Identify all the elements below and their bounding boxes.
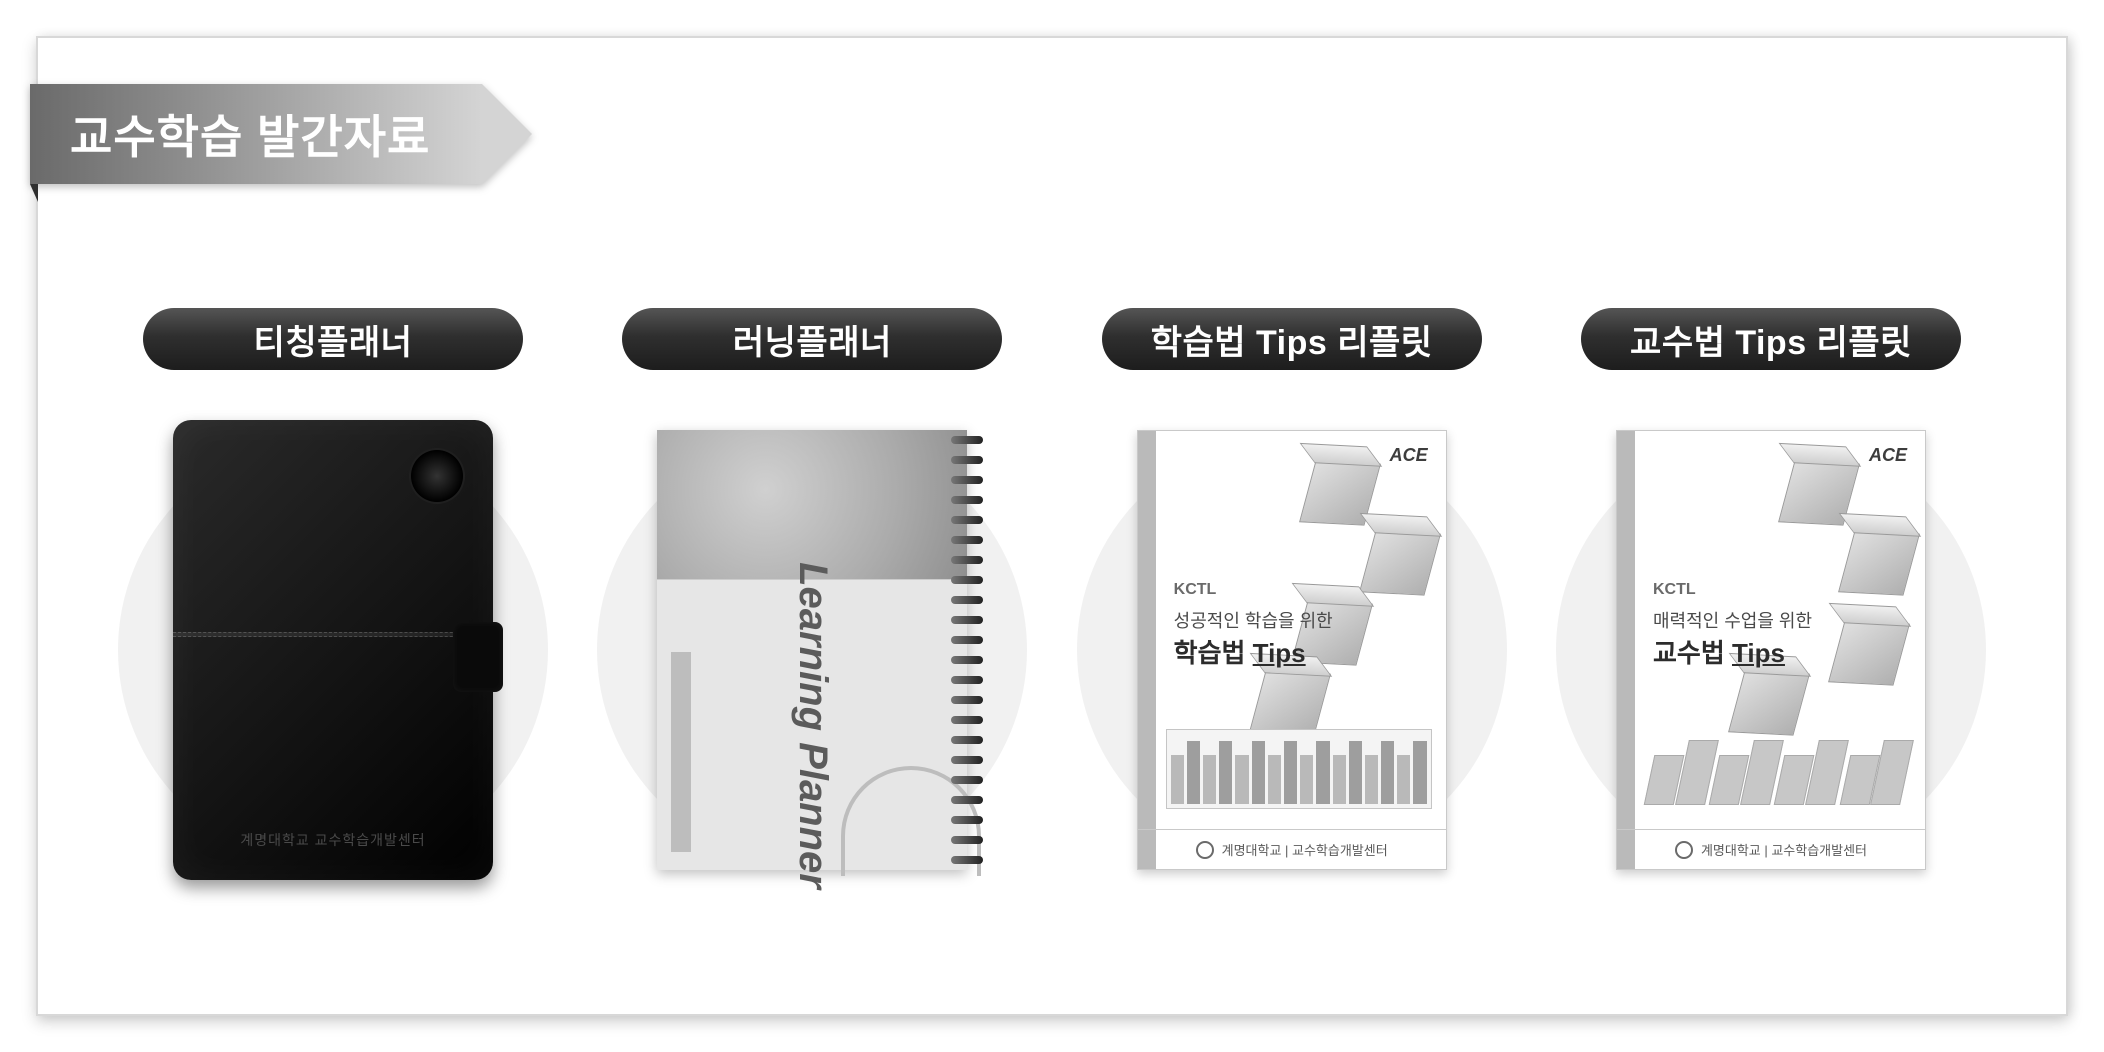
desk-row-icon [1645,729,1911,809]
side-strip-icon [671,652,691,852]
iso-boxes-icon [1731,461,1911,721]
page-frame: 교수학습 발간자료 티칭플래너 계명대학교 교수학습개발센터 러닝플래너 [36,36,2068,1016]
planner1-bottom-text: 계명대학교 교수학습개발센터 [173,830,493,850]
leaflet3-line2-strong: 학습법 [1174,638,1246,668]
ribbon-fold-icon [30,184,38,202]
leaflet-footer: 계명대학교 | 교수학습개발센터 [1138,829,1446,869]
clasp-icon [453,622,503,692]
seal-icon [409,448,465,504]
thumb-wrap: 계명대학교 교수학습개발센터 [118,400,548,900]
thumb-wrap: ACE KCTL 성공적인 학습을 위한 학습법 Tips [1077,400,1507,900]
leaflet3-line2-under: Tips [1253,638,1306,668]
leaflet-footer-text: 계명대학교 | 교수학습개발센터 [1701,840,1867,859]
planner2-title: Learning Planner [790,562,835,889]
globe-icon [657,430,967,580]
kctl-label: KCTL [1653,581,1696,599]
university-logo-icon [1196,841,1214,859]
spiral-binding-icon [951,430,983,870]
side-tab-icon [1138,431,1156,869]
card-learning-planner: 러닝플래너 Learning Planner [597,308,1027,900]
side-tab-icon [1617,431,1635,869]
ribbon-arrow-icon [482,84,532,184]
card-study-tips-leaflet: 학습법 Tips 리플릿 ACE KCTL 성공적인 학습을 위한 학습법 [1077,308,1507,900]
university-logo-icon [1675,841,1693,859]
iso-boxes-icon [1252,461,1432,721]
leaflet4-line1: 매력적인 수업을 위한 [1653,607,1812,633]
leaflet-footer-text: 계명대학교 | 교수학습개발센터 [1222,840,1388,859]
card-label: 교수법 Tips 리플릿 [1581,308,1961,370]
learning-planner-thumb: Learning Planner [657,430,967,870]
header-ribbon: 교수학습 발간자료 [30,84,532,184]
page-title: 교수학습 발간자료 [30,84,482,184]
leaflet-footer: 계명대학교 | 교수학습개발센터 [1617,829,1925,869]
study-tips-leaflet-thumb: ACE KCTL 성공적인 학습을 위한 학습법 Tips [1137,430,1447,870]
teaching-tips-leaflet-thumb: ACE KCTL 매력적인 수업을 위한 교수법 Tips [1616,430,1926,870]
thumb-wrap: ACE KCTL 매력적인 수업을 위한 교수법 Tips [1556,400,1986,900]
bookshelf-icon [1166,729,1432,809]
card-label: 티칭플래너 [143,308,523,370]
card-label: 러닝플래너 [622,308,1002,370]
leaflet4-line2-under: Tips [1732,638,1785,668]
leaflet3-line2: 학습법 Tips [1174,633,1306,670]
card-teaching-tips-leaflet: 교수법 Tips 리플릿 ACE KCTL 매력적인 수업을 위한 교수법 [1556,308,1986,900]
cards-row: 티칭플래너 계명대학교 교수학습개발센터 러닝플래너 Learning Plan… [118,308,1986,900]
teaching-planner-thumb: 계명대학교 교수학습개발센터 [173,420,493,880]
kctl-label: KCTL [1174,581,1217,599]
card-teaching-planner: 티칭플래너 계명대학교 교수학습개발센터 [118,308,548,900]
card-label: 학습법 Tips 리플릿 [1102,308,1482,370]
leaflet4-line2-strong: 교수법 [1653,638,1725,668]
leaflet4-line2: 교수법 Tips [1653,633,1785,670]
leaflet3-line1: 성공적인 학습을 위한 [1174,607,1333,633]
thumb-wrap: Learning Planner [597,400,1027,900]
